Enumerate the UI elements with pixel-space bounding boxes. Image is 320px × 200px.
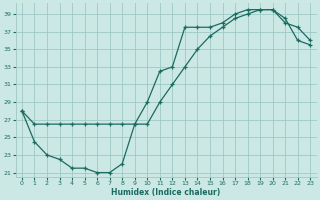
X-axis label: Humidex (Indice chaleur): Humidex (Indice chaleur) [111,188,221,197]
